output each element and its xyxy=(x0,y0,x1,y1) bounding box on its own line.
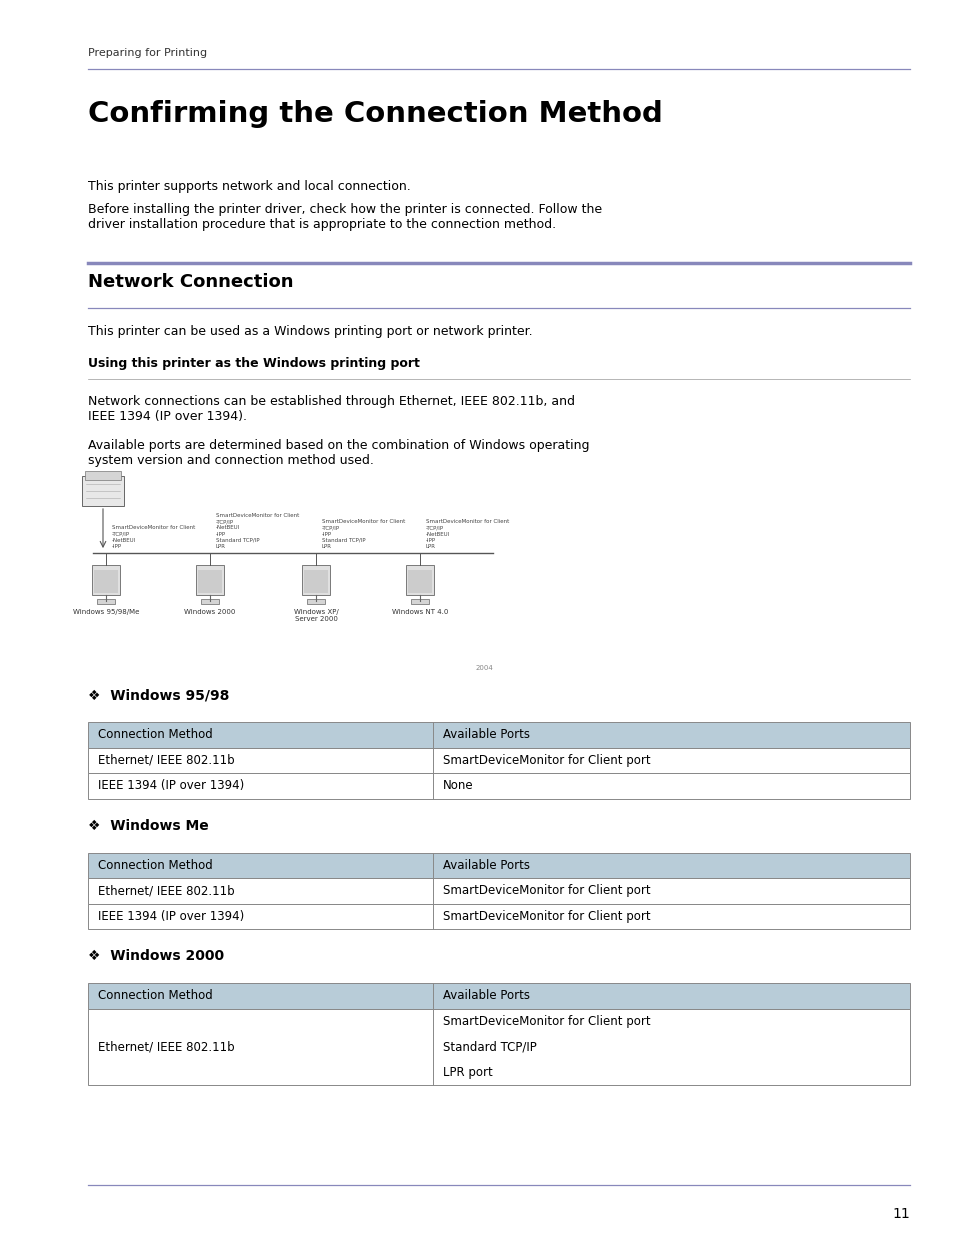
Text: SmartDeviceMonitor for Client
-TCP/IP
-IPP
Standard TCP/IP
LPR: SmartDeviceMonitor for Client -TCP/IP -I… xyxy=(322,519,405,550)
Text: Windows NT 4.0: Windows NT 4.0 xyxy=(392,609,448,615)
Text: Confirming the Connection Method: Confirming the Connection Method xyxy=(88,100,662,128)
Text: IEEE 1394 (IP over 1394): IEEE 1394 (IP over 1394) xyxy=(98,910,244,923)
FancyBboxPatch shape xyxy=(88,722,909,747)
FancyBboxPatch shape xyxy=(97,599,115,604)
Text: SmartDeviceMonitor for Client
-TCP/IP
-NetBEUI
-IPP
LPR: SmartDeviceMonitor for Client -TCP/IP -N… xyxy=(426,519,509,550)
FancyBboxPatch shape xyxy=(88,1009,909,1086)
FancyBboxPatch shape xyxy=(88,773,909,799)
FancyBboxPatch shape xyxy=(304,571,328,593)
FancyBboxPatch shape xyxy=(201,599,219,604)
Text: ❖  Windows 95/98: ❖ Windows 95/98 xyxy=(88,688,229,701)
FancyBboxPatch shape xyxy=(195,564,224,595)
Text: None: None xyxy=(442,779,473,792)
Text: LPR port: LPR port xyxy=(442,1066,493,1078)
Text: Available Ports: Available Ports xyxy=(442,729,530,741)
Text: Available ports are determined based on the combination of Windows operating
sys: Available ports are determined based on … xyxy=(88,438,589,467)
Text: Preparing for Printing: Preparing for Printing xyxy=(88,48,207,58)
Text: Network connections can be established through Ethernet, IEEE 802.11b, and
IEEE : Network connections can be established t… xyxy=(88,395,575,424)
Text: Connection Method: Connection Method xyxy=(98,858,213,872)
Text: 11: 11 xyxy=(891,1207,909,1221)
FancyBboxPatch shape xyxy=(88,983,909,1009)
Text: SmartDeviceMonitor for Client
-TCP/IP
-NetBEUI
-IPP: SmartDeviceMonitor for Client -TCP/IP -N… xyxy=(112,525,195,550)
FancyBboxPatch shape xyxy=(88,878,909,904)
Text: Connection Method: Connection Method xyxy=(98,989,213,1003)
Text: Standard TCP/IP: Standard TCP/IP xyxy=(442,1040,537,1053)
FancyBboxPatch shape xyxy=(85,471,121,480)
Text: Windows 2000: Windows 2000 xyxy=(184,609,235,615)
FancyBboxPatch shape xyxy=(94,571,118,593)
Text: This printer can be used as a Windows printing port or network printer.: This printer can be used as a Windows pr… xyxy=(88,325,532,338)
FancyBboxPatch shape xyxy=(88,904,909,929)
Text: Ethernet/ IEEE 802.11b: Ethernet/ IEEE 802.11b xyxy=(98,1040,234,1053)
Text: Network Connection: Network Connection xyxy=(88,273,294,291)
Text: SmartDeviceMonitor for Client port: SmartDeviceMonitor for Client port xyxy=(442,884,650,898)
FancyBboxPatch shape xyxy=(411,599,429,604)
Text: SmartDeviceMonitor for Client
-TCP/IP
-NetBEUI
-IPP
Standard TCP/IP
LPR: SmartDeviceMonitor for Client -TCP/IP -N… xyxy=(215,513,299,550)
Text: This printer supports network and local connection.: This printer supports network and local … xyxy=(88,180,411,193)
Text: Windows 95/98/Me: Windows 95/98/Me xyxy=(72,609,139,615)
Text: Ethernet/ IEEE 802.11b: Ethernet/ IEEE 802.11b xyxy=(98,753,234,767)
Text: 2004: 2004 xyxy=(475,664,493,671)
Text: SmartDeviceMonitor for Client port: SmartDeviceMonitor for Client port xyxy=(442,1015,650,1028)
FancyBboxPatch shape xyxy=(406,564,434,595)
Text: Using this printer as the Windows printing port: Using this printer as the Windows printi… xyxy=(88,357,419,370)
FancyBboxPatch shape xyxy=(82,475,124,506)
Text: SmartDeviceMonitor for Client port: SmartDeviceMonitor for Client port xyxy=(442,753,650,767)
FancyBboxPatch shape xyxy=(88,852,909,878)
FancyBboxPatch shape xyxy=(302,564,330,595)
Text: IEEE 1394 (IP over 1394): IEEE 1394 (IP over 1394) xyxy=(98,779,244,792)
FancyBboxPatch shape xyxy=(88,747,909,773)
Text: SmartDeviceMonitor for Client port: SmartDeviceMonitor for Client port xyxy=(442,910,650,923)
FancyBboxPatch shape xyxy=(91,564,120,595)
Text: Before installing the printer driver, check how the printer is connected. Follow: Before installing the printer driver, ch… xyxy=(88,203,601,231)
Text: Windows XP/
Server 2000: Windows XP/ Server 2000 xyxy=(294,609,338,622)
Text: ❖  Windows 2000: ❖ Windows 2000 xyxy=(88,948,224,963)
FancyBboxPatch shape xyxy=(307,599,325,604)
Text: Available Ports: Available Ports xyxy=(442,989,530,1003)
Text: Ethernet/ IEEE 802.11b: Ethernet/ IEEE 802.11b xyxy=(98,884,234,898)
Text: ❖  Windows Me: ❖ Windows Me xyxy=(88,819,209,832)
Text: Connection Method: Connection Method xyxy=(98,729,213,741)
Text: Available Ports: Available Ports xyxy=(442,858,530,872)
FancyBboxPatch shape xyxy=(198,571,222,593)
FancyBboxPatch shape xyxy=(408,571,432,593)
